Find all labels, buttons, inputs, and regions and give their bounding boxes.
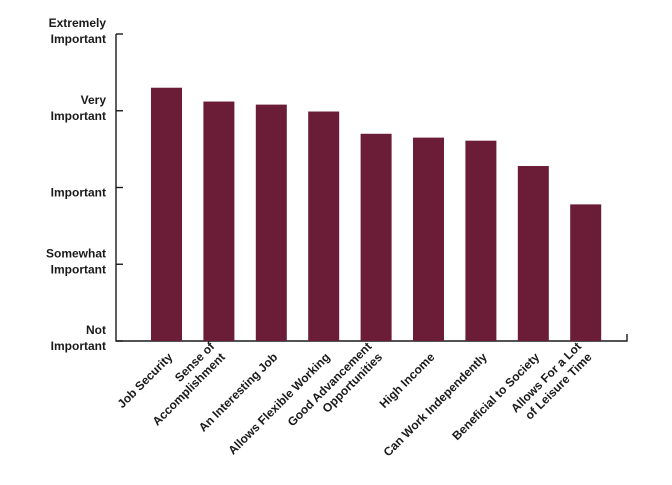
bar xyxy=(517,166,549,341)
bar xyxy=(360,133,392,341)
y-tick-label: Not Important xyxy=(51,323,106,353)
bar xyxy=(570,204,602,341)
bar xyxy=(255,104,287,341)
y-tick-label: Very Important xyxy=(51,93,107,123)
bar xyxy=(465,140,497,341)
x-tick-label: Can Work Independently xyxy=(381,350,490,459)
bar xyxy=(413,137,444,341)
bar xyxy=(151,87,182,341)
bars xyxy=(151,87,602,341)
y-tick-label: Important xyxy=(51,186,106,200)
bar xyxy=(203,101,235,341)
svg-text:Allows For a Lotof Leisure Tim: Allows For a Lotof Leisure Time xyxy=(508,339,595,426)
y-tick-label: Extremely Important xyxy=(49,16,107,46)
y-axis-ticks: Not Important Somewhat Important Important Ve… xyxy=(46,16,123,353)
bar xyxy=(308,111,340,341)
x-tick-label: Allows For a Lotof Leisure Time xyxy=(508,339,595,426)
y-tick-label: Somewhat Important xyxy=(46,246,106,276)
svg-text:Can Work Independently: Can Work Independently xyxy=(381,350,490,459)
